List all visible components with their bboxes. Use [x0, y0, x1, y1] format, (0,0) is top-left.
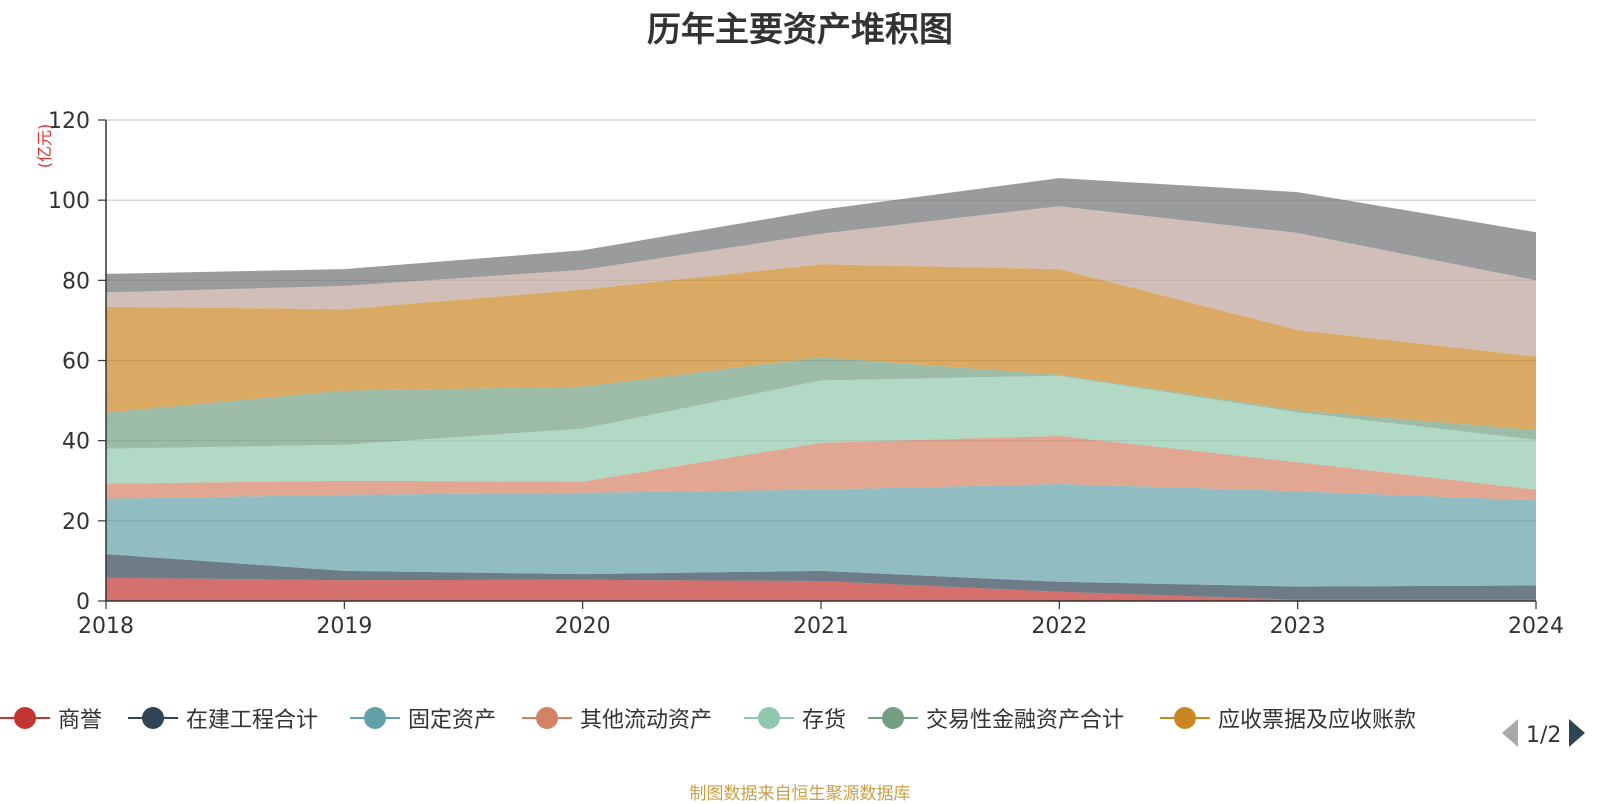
legend-item[interactable]: 应收票据及应收账款	[1160, 700, 1416, 736]
legend-prev-page-icon[interactable]	[1500, 718, 1520, 752]
legend-item[interactable]: 在建工程合计	[128, 700, 318, 736]
legend-item[interactable]: 交易性金融资产合计	[868, 700, 1124, 736]
y-tick-label: 40	[62, 430, 90, 455]
chart-title: 历年主要资产堆积图	[647, 10, 953, 50]
y-tick-label: 120	[48, 109, 90, 134]
area-series-3	[106, 484, 1536, 587]
area-series-9	[106, 178, 1536, 293]
x-tick-label: 2019	[316, 614, 372, 639]
chart-legend: 商誉 在建工程合计 固定资产 其他流动资产 存货 交易性金融资产合计 应收票据及应收账款	[0, 700, 1600, 740]
x-tick-label: 2018	[78, 614, 134, 639]
legend-item[interactable]: 其他流动资产	[522, 700, 712, 736]
x-tick-label: 2022	[1031, 614, 1087, 639]
legend-page-indicator: 1/2	[1526, 722, 1562, 748]
legend-item[interactable]: 固定资产	[350, 700, 496, 736]
legend-swatch-icon	[128, 707, 178, 729]
source-note: 制图数据来自恒生聚源数据库	[689, 784, 911, 804]
legend-pager: 1/2	[1500, 718, 1587, 752]
x-tick-label: 2024	[1508, 614, 1564, 639]
area-series-7	[106, 264, 1536, 431]
y-tick-labels: 0 20 40 60 80 100 120	[48, 109, 106, 615]
legend-label: 交易性金融资产合计	[926, 708, 1125, 733]
area-series-2	[106, 554, 1536, 600]
y-tick-label: 100	[48, 189, 90, 214]
legend-label: 商誉	[58, 708, 103, 733]
area-series-6	[106, 357, 1536, 449]
y-tick-label: 60	[62, 350, 90, 375]
area-series-1	[106, 577, 1536, 601]
legend-swatch-icon	[1160, 707, 1210, 729]
area-series-8	[106, 206, 1536, 357]
area-series-5	[106, 375, 1536, 490]
legend-next-page-icon[interactable]	[1567, 718, 1587, 752]
legend-label: 应收票据及应收账款	[1218, 708, 1417, 733]
y-axis-unit-label: (亿元)	[35, 124, 54, 169]
legend-swatch-icon	[868, 707, 918, 729]
x-tick-label: 2021	[793, 614, 849, 639]
x-tick-label: 2020	[555, 614, 611, 639]
y-tick-label: 80	[62, 269, 90, 294]
legend-label: 在建工程合计	[186, 708, 319, 733]
area-series-group	[106, 178, 1536, 601]
area-series-4	[106, 435, 1536, 501]
y-tick-label: 0	[76, 590, 90, 615]
legend-item[interactable]: 存货	[744, 700, 846, 736]
legend-item[interactable]: 商誉	[0, 700, 102, 736]
legend-swatch-icon	[522, 707, 572, 729]
x-tick-label: 2023	[1270, 614, 1326, 639]
legend-label: 其他流动资产	[580, 708, 713, 733]
legend-swatch-icon	[350, 707, 400, 729]
legend-swatch-icon	[744, 707, 794, 729]
legend-label: 存货	[802, 708, 847, 733]
legend-label: 固定资产	[408, 708, 497, 733]
y-tick-label: 20	[62, 510, 90, 535]
x-tick-labels: 2018 2019 2020 2021 2022 2023 2024	[78, 601, 1564, 639]
legend-swatch-icon	[0, 707, 50, 729]
